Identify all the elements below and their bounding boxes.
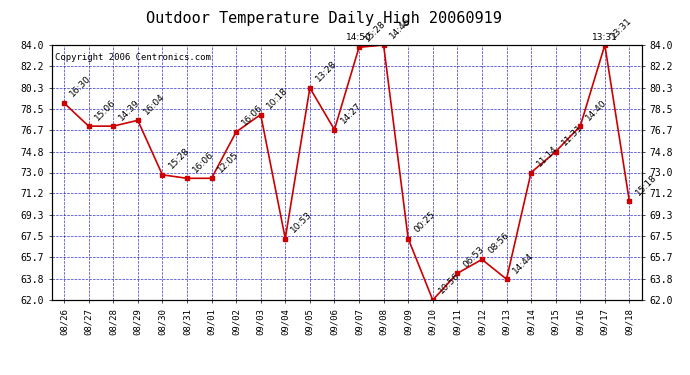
Text: Copyright 2006 Centronics.com: Copyright 2006 Centronics.com: [55, 53, 210, 62]
Text: 10:18: 10:18: [265, 86, 290, 110]
Text: 08:56: 08:56: [486, 231, 511, 255]
Text: 12:05: 12:05: [216, 150, 240, 174]
Text: 14:40: 14:40: [584, 98, 609, 122]
Text: 06:53: 06:53: [462, 244, 486, 269]
Text: 16:30: 16:30: [68, 74, 93, 99]
Text: 15:28: 15:28: [166, 146, 191, 171]
Text: 11:31: 11:31: [560, 123, 584, 147]
Text: 14:27: 14:27: [339, 101, 363, 126]
Text: 13:31: 13:31: [609, 16, 633, 41]
Text: 14:46: 14:46: [388, 16, 412, 41]
Text: 13:31: 13:31: [592, 33, 618, 42]
Text: 14:39: 14:39: [117, 98, 142, 122]
Text: 15:06: 15:06: [92, 97, 117, 122]
Text: 15:28: 15:28: [363, 19, 388, 43]
Text: 11:14: 11:14: [535, 144, 560, 168]
Text: 10:56: 10:56: [437, 271, 462, 296]
Text: 10:53: 10:53: [289, 210, 314, 234]
Text: 00:25: 00:25: [413, 210, 437, 234]
Text: 15:18: 15:18: [633, 172, 658, 197]
Text: 16:06: 16:06: [191, 150, 216, 174]
Text: 14:50: 14:50: [346, 33, 372, 42]
Text: 16:06: 16:06: [240, 103, 265, 128]
Text: 13:28: 13:28: [314, 59, 339, 84]
Text: 14:44: 14:44: [511, 251, 535, 275]
Text: Outdoor Temperature Daily High 20060919: Outdoor Temperature Daily High 20060919: [146, 11, 502, 26]
Text: 16:04: 16:04: [142, 92, 166, 116]
